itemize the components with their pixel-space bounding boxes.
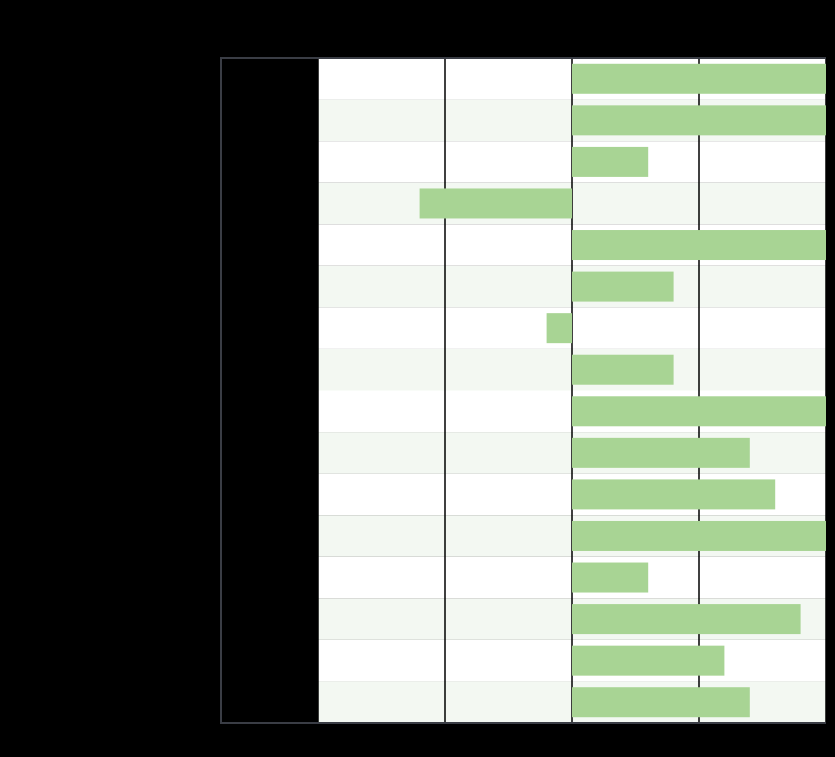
bar (572, 354, 674, 385)
bar (572, 645, 725, 676)
x-tick-label: -2 (313, 731, 324, 745)
x-tick-label: -1 (440, 731, 451, 745)
bar (572, 146, 649, 177)
bar (572, 479, 776, 510)
bar (572, 230, 826, 261)
bar (546, 313, 572, 344)
x-tick-label: 1 (696, 731, 703, 745)
bar (572, 63, 826, 94)
bar (572, 604, 801, 635)
bar (419, 188, 572, 219)
x-tick-label: 0 (569, 731, 576, 745)
bar (572, 105, 826, 136)
bar (572, 562, 649, 593)
bar (572, 687, 750, 718)
bar (572, 437, 750, 468)
axis-frame (220, 57, 826, 724)
bar (572, 271, 674, 302)
bar (572, 396, 826, 427)
x-tick-label: 2 (823, 731, 830, 745)
bar (572, 520, 826, 551)
